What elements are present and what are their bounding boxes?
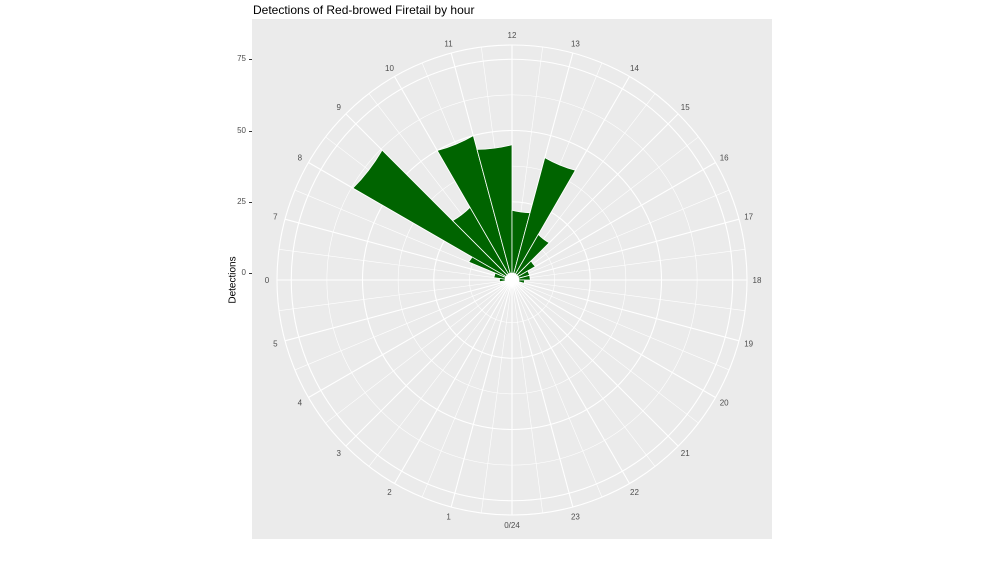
hour-label-19: 19 (744, 339, 753, 348)
plot-panel: 0/24 1 2 3 4 5 0 7 8 9 10 11 12 13 14 15 16 17 18 19 20 21 22 2… (252, 19, 772, 539)
hour-label-14: 14 (630, 64, 639, 73)
grid-spoke (345, 279, 513, 447)
hour-label-15: 15 (681, 103, 690, 112)
grid-spoke (511, 162, 716, 281)
grid-spoke (511, 279, 679, 447)
bar-hour-3 (352, 149, 508, 277)
bar-hour-6 (476, 144, 513, 274)
grid-spoke-minor (511, 279, 656, 467)
grid-spoke (511, 279, 740, 342)
grid-spoke (511, 218, 740, 281)
y-tick-label: 25 (237, 196, 246, 206)
hour-label-11: 11 (444, 39, 453, 48)
grid-spoke (511, 279, 716, 398)
hour-label-20: 20 (720, 399, 729, 408)
grid-spoke-minor (511, 249, 746, 281)
hour-label-4: 4 (298, 399, 303, 408)
grid-spoke-minor (511, 279, 543, 514)
grid-spoke (511, 279, 630, 484)
hour-label-3: 3 (337, 449, 342, 458)
hour-label-18: 18 (753, 276, 762, 285)
hour-label-1: 1 (446, 513, 451, 522)
y-tick-mark (249, 273, 252, 274)
hour-label-12: 12 (508, 31, 517, 40)
y-tick-mark (249, 59, 252, 61)
grid-spoke-minor (368, 279, 513, 467)
bar-hour-5 (436, 134, 511, 275)
bar-hour-8 (513, 157, 576, 275)
hour-label-16: 16 (720, 154, 729, 163)
grid-spoke (450, 279, 513, 508)
grid-spoke-minor (511, 279, 730, 371)
grid-spoke (511, 279, 574, 508)
bar-hour-13 (518, 279, 526, 284)
chart-title: Detections of Red-browed Firetail by hou… (253, 3, 475, 17)
y-tick-mark (249, 201, 252, 203)
grid-spoke-minor (511, 189, 730, 281)
hour-label-17: 17 (744, 213, 753, 222)
grid-spoke-minor (278, 279, 513, 311)
hour-label-7: 7 (273, 213, 278, 222)
grid-spoke-minor (421, 279, 513, 498)
grid-spoke-minor (511, 279, 746, 311)
y-tick-mark (249, 130, 252, 132)
grid-spoke (308, 279, 513, 398)
y-tick-label: 0 (241, 268, 246, 277)
hour-label-13: 13 (571, 39, 580, 48)
hour-label-8: 8 (298, 154, 303, 163)
grid-spoke-minor (511, 279, 603, 498)
bar-hour-10 (516, 260, 536, 277)
grid-spoke-minor (511, 279, 699, 424)
hour-label-2: 2 (387, 488, 392, 497)
grid-spoke (284, 218, 513, 281)
hour-label-10: 10 (385, 64, 394, 73)
hour-label-22: 22 (630, 488, 639, 497)
bar-hour-12 (518, 274, 531, 281)
hour-label-6: 0 (265, 276, 270, 285)
hour-label-23: 23 (571, 513, 580, 522)
bar-hour-9 (515, 233, 550, 276)
grid-spoke (394, 279, 513, 484)
grid-spoke-minor (294, 279, 513, 371)
hour-label-9: 9 (337, 103, 342, 112)
grid-spoke-minor (481, 279, 513, 514)
grid-spoke-minor (278, 249, 513, 281)
y-tick-label: 50 (237, 125, 246, 135)
polar-bar-chart: 0/24123450789101112131415161718192021222… (265, 31, 762, 530)
y-axis-label: Detections (227, 256, 239, 304)
grid-spoke-minor (325, 279, 513, 424)
hour-label-0: 0/24 (504, 521, 520, 530)
grid-spoke-minor (511, 136, 699, 281)
hour-label-5: 5 (273, 339, 278, 348)
hour-label-21: 21 (681, 449, 690, 458)
grid-spoke (284, 279, 513, 342)
y-tick-label: 75 (237, 54, 246, 64)
